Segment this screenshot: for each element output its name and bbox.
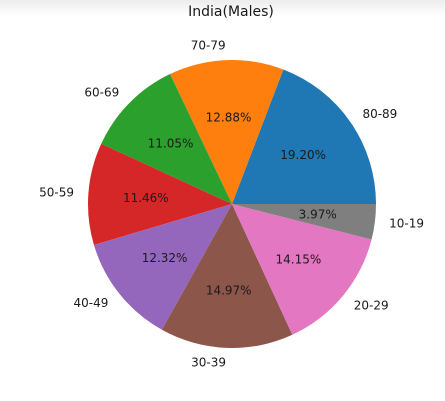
pie-slices (87, 59, 376, 348)
percent-label-70-79: 12.88% (206, 111, 252, 125)
window-top-shade (0, 0, 445, 16)
category-label-50-59: 50-59 (39, 186, 74, 200)
percent-label-20-29: 14.15% (276, 252, 322, 266)
percent-label-80-89: 19.20% (280, 148, 326, 162)
category-label-20-29: 20-29 (354, 298, 389, 312)
pie-slice-10-19 (232, 204, 376, 240)
chart-title: India(Males) (188, 4, 274, 20)
pie-slice-20-29 (232, 204, 372, 335)
percent-labels: 19.20% 12.88% 11.05% 11.46% 12.32% 14.97% 14.1… (123, 111, 337, 298)
pie-slice-40-49 (93, 204, 232, 330)
category-label-30-39: 30-39 (191, 355, 226, 369)
category-label-10-19: 10-19 (389, 217, 424, 231)
category-label-40-49: 40-49 (74, 296, 109, 310)
pie-slice-60-69 (101, 74, 232, 204)
pie-slice-50-59 (87, 143, 232, 245)
pie-slice-70-79 (170, 59, 284, 204)
percent-label-50-59: 11.46% (123, 191, 169, 205)
percent-label-30-39: 14.97% (206, 283, 252, 297)
percent-label-60-69: 11.05% (148, 136, 194, 150)
percent-label-40-49: 12.32% (142, 251, 188, 265)
pie-slice-30-39 (161, 204, 293, 348)
category-label-60-69: 60-69 (84, 86, 119, 100)
category-labels: 80-89 70-79 60-69 50-59 40-49 30-39 20-29 10-19 (39, 39, 424, 370)
percent-label-10-19: 3.97% (299, 208, 337, 222)
pie-slice-80-89 (232, 69, 376, 204)
category-label-70-79: 70-79 (191, 39, 226, 53)
category-label-80-89: 80-89 (362, 107, 397, 121)
